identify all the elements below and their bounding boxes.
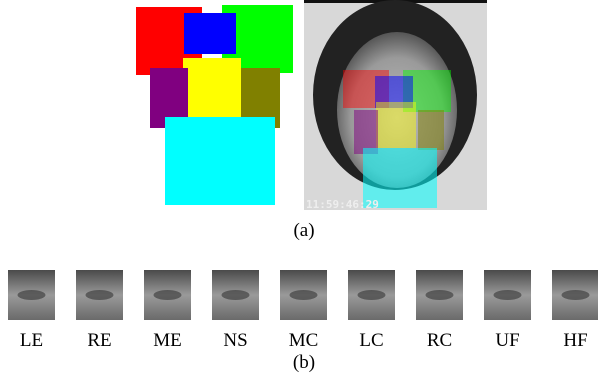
thumbnail-label: HF <box>563 330 587 351</box>
thumbnail-feature <box>494 290 522 300</box>
thumbnail-label: LC <box>359 330 383 351</box>
thumbnail-feature <box>358 290 386 300</box>
timestamp: 11:59:46:29 <box>306 198 379 211</box>
thumbnail-label: LE <box>20 330 43 351</box>
thumbnail-label: RC <box>427 330 452 351</box>
thumbnail-feature <box>154 290 182 300</box>
thumbnail-feature <box>18 290 46 300</box>
thumbnail-row: LE RE ME NS MC LC RC UF HF <box>8 270 598 351</box>
thumbnail-label: ME <box>153 330 182 351</box>
thumbnail-feature <box>86 290 114 300</box>
face-photo: 11:59:46:29 <box>304 0 487 211</box>
thumbnail-label: NS <box>223 330 247 351</box>
thumbnail-feature <box>222 290 250 300</box>
thumbnail-feature <box>426 290 454 300</box>
region-layout <box>136 5 293 205</box>
thumbnail-label: UF <box>495 330 519 351</box>
figure: 11:59:46:29 (a) LE RE ME NS MC LC RC UF HF (b) <box>0 0 598 377</box>
thumbnail-label: RE <box>87 330 111 351</box>
caption-a: (a) <box>293 220 314 241</box>
caption-b: (b) <box>293 352 315 373</box>
thumbnail-label: MC <box>289 330 319 351</box>
thumbnail-feature <box>290 290 318 300</box>
thumbnail-feature <box>562 290 590 300</box>
